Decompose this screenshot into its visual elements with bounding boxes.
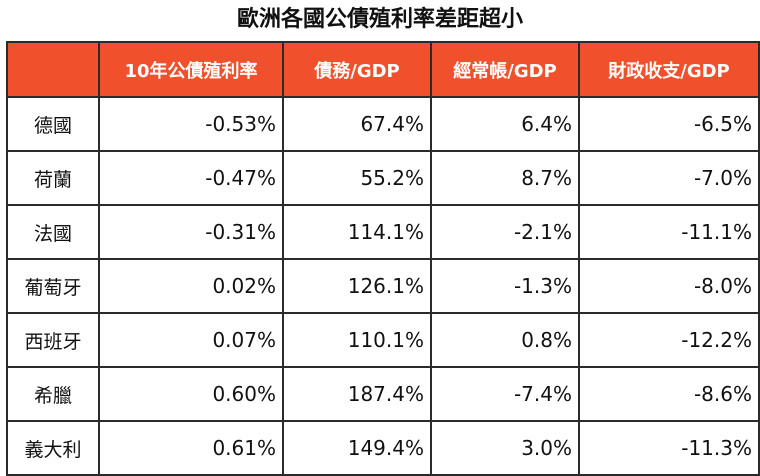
fiscal-cell: -7.0%: [578, 150, 760, 206]
fiscal-cell: -11.1%: [578, 204, 760, 260]
table-row: 葡萄牙 0.02% 126.1% -1.3% -8.0%: [6, 258, 760, 314]
current-account-cell: 0.8%: [430, 312, 580, 368]
fiscal-cell: -12.2%: [578, 312, 760, 368]
yield-cell: 0.60%: [98, 366, 284, 422]
debt-cell: 67.4%: [282, 96, 432, 152]
country-cell: 德國: [6, 96, 100, 152]
country-cell: 荷蘭: [6, 150, 100, 206]
current-account-cell: 6.4%: [430, 96, 580, 152]
table-row: 法國 -0.31% 114.1% -2.1% -11.1%: [6, 204, 760, 260]
yield-cell: -0.53%: [98, 96, 284, 152]
country-cell: 義大利: [6, 420, 100, 476]
debt-cell: 187.4%: [282, 366, 432, 422]
country-cell: 法國: [6, 204, 100, 260]
header-fiscal-balance-gdp: 財政收支/GDP: [578, 41, 760, 98]
yield-cell: 0.02%: [98, 258, 284, 314]
yield-cell: 0.61%: [98, 420, 284, 476]
table-row: 德國 -0.53% 67.4% 6.4% -6.5%: [6, 96, 760, 152]
fiscal-cell: -11.3%: [578, 420, 760, 476]
fiscal-cell: -6.5%: [578, 96, 760, 152]
table-row: 荷蘭 -0.47% 55.2% 8.7% -7.0%: [6, 150, 760, 206]
current-account-cell: 3.0%: [430, 420, 580, 476]
header-debt-gdp: 債務/GDP: [282, 41, 432, 98]
current-account-cell: -1.3%: [430, 258, 580, 314]
current-account-cell: -2.1%: [430, 204, 580, 260]
debt-cell: 126.1%: [282, 258, 432, 314]
header-yield: 10年公債殖利率: [98, 41, 284, 98]
current-account-cell: -7.4%: [430, 366, 580, 422]
fiscal-cell: -8.0%: [578, 258, 760, 314]
fiscal-cell: -8.6%: [578, 366, 760, 422]
header-corner-cell: [6, 41, 100, 98]
debt-cell: 149.4%: [282, 420, 432, 476]
yield-cell: -0.47%: [98, 150, 284, 206]
yield-cell: -0.31%: [98, 204, 284, 260]
debt-cell: 110.1%: [282, 312, 432, 368]
header-current-account-gdp: 經常帳/GDP: [430, 41, 580, 98]
country-cell: 希臘: [6, 366, 100, 422]
table-row: 希臘 0.60% 187.4% -7.4% -8.6%: [6, 366, 760, 422]
table-row: 西班牙 0.07% 110.1% 0.8% -12.2%: [6, 312, 760, 368]
page-title: 歐洲各國公債殖利率差距超小: [236, 7, 523, 32]
debt-cell: 114.1%: [282, 204, 432, 260]
current-account-cell: 8.7%: [430, 150, 580, 206]
debt-cell: 55.2%: [282, 150, 432, 206]
yield-cell: 0.07%: [98, 312, 284, 368]
data-table: 10年公債殖利率 債務/GDP 經常帳/GDP 財政收支/GDP 德國 -0.5…: [6, 41, 760, 476]
country-cell: 葡萄牙: [6, 258, 100, 314]
table-row: 義大利 0.61% 149.4% 3.0% -11.3%: [6, 420, 760, 476]
table-header-row: 10年公債殖利率 債務/GDP 經常帳/GDP 財政收支/GDP: [6, 41, 760, 98]
country-cell: 西班牙: [6, 312, 100, 368]
